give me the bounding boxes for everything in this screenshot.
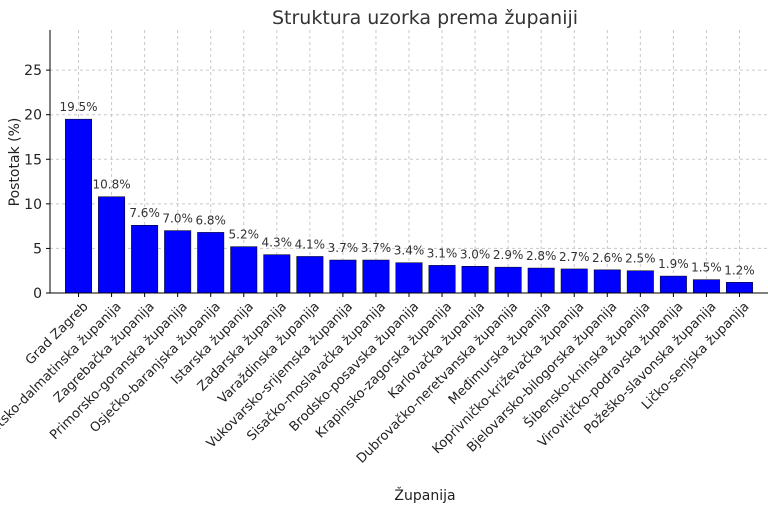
y-tick-label: 25 — [24, 63, 42, 79]
data-label: 10.8% — [93, 178, 131, 192]
bar — [560, 268, 588, 294]
data-label: 7.6% — [129, 206, 160, 220]
data-label: 5.2% — [229, 228, 260, 242]
bar — [659, 275, 687, 294]
bar — [65, 118, 92, 294]
data-label: 19.5% — [59, 100, 97, 114]
bar — [626, 270, 654, 294]
y-tick-label: 15 — [24, 152, 42, 168]
data-label: 7.0% — [162, 212, 193, 226]
data-labels: 19.5%10.8%7.6% 7.0% 6.8%5.2%4.3% 4.1% 3.7% 3.… — [59, 100, 754, 277]
bar — [461, 266, 489, 294]
data-label: 3.1% — [427, 246, 458, 260]
bar — [726, 282, 753, 294]
bar — [428, 265, 456, 294]
y-tick-label: 0 — [33, 286, 42, 302]
y-tick-labels: 0 5 10 15 20 25 — [24, 63, 42, 302]
bar — [131, 224, 159, 294]
data-label: 3.4% — [394, 244, 425, 258]
data-label: 2.6% — [592, 251, 623, 265]
bar — [230, 246, 258, 294]
bar — [296, 256, 324, 294]
chart-title: Struktura uzorka prema županiji — [272, 7, 578, 29]
bar — [362, 259, 390, 294]
data-label: 1.2% — [724, 263, 755, 277]
y-axis-title: Postotak (%) — [7, 118, 23, 207]
x-axis-title: Županija — [394, 486, 455, 504]
data-label: 4.1% — [295, 237, 326, 251]
data-label: 1.9% — [658, 257, 689, 271]
y-tick-label: 20 — [24, 108, 42, 124]
y-tick-label: 5 — [33, 241, 42, 257]
bar — [494, 266, 522, 294]
bar — [98, 196, 126, 294]
data-label: 1.5% — [691, 261, 722, 275]
bar — [164, 230, 192, 294]
gridlines — [50, 30, 768, 294]
data-label: 3.7% — [328, 241, 359, 255]
bar — [593, 269, 621, 294]
bar — [527, 267, 555, 294]
data-label: 2.5% — [625, 252, 656, 266]
bar — [263, 254, 291, 294]
bar — [197, 232, 225, 294]
bar — [395, 262, 423, 294]
data-label: 3.0% — [460, 247, 491, 261]
data-label: 4.3% — [262, 236, 293, 250]
data-label: 6.8% — [195, 213, 226, 227]
y-tick-label: 10 — [24, 197, 42, 213]
bars — [65, 118, 753, 294]
data-label: 3.7% — [361, 241, 392, 255]
data-label: 2.8% — [526, 249, 557, 263]
data-label: 2.9% — [493, 248, 524, 262]
data-label: 2.7% — [559, 250, 590, 264]
bar — [692, 279, 720, 294]
bar — [329, 259, 357, 294]
axes — [46, 30, 768, 297]
